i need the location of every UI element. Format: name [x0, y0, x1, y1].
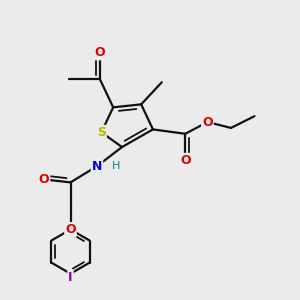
Text: H: H	[112, 161, 120, 171]
Text: N: N	[92, 160, 102, 173]
Text: S: S	[97, 126, 106, 139]
Text: O: O	[94, 46, 105, 59]
Text: O: O	[202, 116, 213, 128]
Text: I: I	[68, 271, 73, 284]
Text: O: O	[39, 173, 49, 186]
Text: O: O	[65, 223, 76, 236]
Text: O: O	[180, 154, 190, 167]
